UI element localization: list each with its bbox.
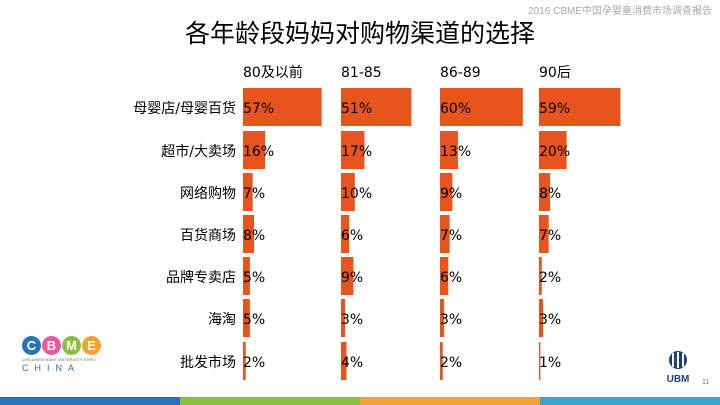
- bar: [440, 215, 450, 253]
- bar: [539, 257, 542, 295]
- data-label: 59%: [539, 101, 570, 117]
- data-label: 13%: [440, 144, 471, 160]
- data-label: 9%: [440, 186, 462, 202]
- data-label: 4%: [341, 355, 363, 371]
- data-label: 16%: [243, 144, 274, 160]
- data-label: 51%: [341, 101, 372, 117]
- bar: [539, 131, 567, 169]
- category-label: 母婴店/母婴百货: [133, 100, 236, 117]
- bar: [440, 299, 445, 337]
- bar: [341, 342, 347, 380]
- footer-band-segment: [540, 397, 720, 405]
- category-label: 海淘: [208, 312, 236, 328]
- cbme-logo-letter: B: [42, 336, 61, 355]
- series-header: 80及以前: [243, 64, 303, 81]
- footer-band-segment: [360, 397, 540, 405]
- bar: [341, 131, 365, 169]
- cbme-logo-letter: E: [82, 336, 101, 355]
- footer-band-segment: [180, 397, 360, 405]
- bar: [440, 173, 453, 211]
- ubm-logo-text: UBM: [666, 374, 690, 385]
- series-header: 81-85: [341, 65, 382, 81]
- bar: [440, 342, 443, 380]
- data-label: 10%: [341, 186, 372, 202]
- cbme-logo: C B M E CHILDREN BABY MATERNITY EXPO CHI…: [22, 336, 112, 382]
- data-label: 5%: [243, 270, 265, 286]
- data-label: 6%: [341, 228, 363, 244]
- bar: [440, 257, 449, 295]
- bar: [243, 215, 255, 253]
- data-label: 8%: [243, 228, 265, 244]
- bar: [341, 299, 346, 337]
- data-label: 7%: [539, 228, 561, 244]
- bar: [440, 88, 523, 126]
- bar: [243, 299, 250, 337]
- ubm-globe-icon: [669, 351, 687, 369]
- data-label: 3%: [440, 312, 462, 328]
- data-label: 57%: [243, 101, 274, 117]
- bar: [539, 215, 549, 253]
- footer-band-segment: [0, 397, 180, 405]
- data-label: 9%: [341, 270, 363, 286]
- slide-title: 各年龄段妈妈对购物渠道的选择: [184, 19, 535, 48]
- data-label: 60%: [440, 101, 471, 117]
- data-label: 2%: [440, 355, 462, 371]
- bar: [341, 257, 354, 295]
- page-number: 11: [702, 379, 710, 386]
- data-label: 5%: [243, 312, 265, 328]
- data-label: 3%: [539, 312, 561, 328]
- data-label: 8%: [539, 186, 561, 202]
- data-label: 1%: [539, 355, 561, 371]
- bar: [539, 88, 621, 126]
- cbme-logo-tagline: CHILDREN BABY MATERNITY EXPO: [22, 357, 96, 362]
- bar: [440, 131, 458, 169]
- category-label: 品牌专卖店: [166, 269, 236, 286]
- category-label: 批发市场: [180, 354, 236, 371]
- bar: [341, 173, 355, 211]
- cbme-logo-letter: C: [22, 336, 41, 355]
- data-label: 6%: [440, 270, 462, 286]
- series-header: 86-89: [440, 65, 481, 81]
- cbme-logo-letter: M: [62, 336, 81, 355]
- report-header-note: 2016 CBME中国孕婴童消费市场调查报告: [528, 6, 712, 17]
- bar: [243, 342, 246, 380]
- bar: [243, 173, 253, 211]
- data-label: 2%: [539, 270, 561, 286]
- category-label: 网络购物: [180, 186, 236, 202]
- category-label: 超市/大卖场: [161, 143, 236, 160]
- data-label: 20%: [539, 144, 570, 160]
- data-label: 17%: [341, 144, 372, 160]
- bar: [243, 88, 322, 126]
- bar: [539, 299, 544, 337]
- cbme-logo-china: CHINA: [22, 363, 81, 373]
- ubm-logo: UBM: [660, 350, 696, 385]
- bar: [243, 257, 250, 295]
- bar: [539, 173, 551, 211]
- bar: [341, 215, 350, 253]
- data-label: 7%: [440, 228, 462, 244]
- series-header: 90后: [539, 65, 571, 81]
- bar: [243, 131, 266, 169]
- category-label: 百货商场: [180, 227, 236, 244]
- bar: [341, 88, 412, 126]
- data-label: 3%: [341, 312, 363, 328]
- data-label: 2%: [243, 355, 265, 371]
- bar: [539, 342, 541, 380]
- data-label: 7%: [243, 186, 265, 202]
